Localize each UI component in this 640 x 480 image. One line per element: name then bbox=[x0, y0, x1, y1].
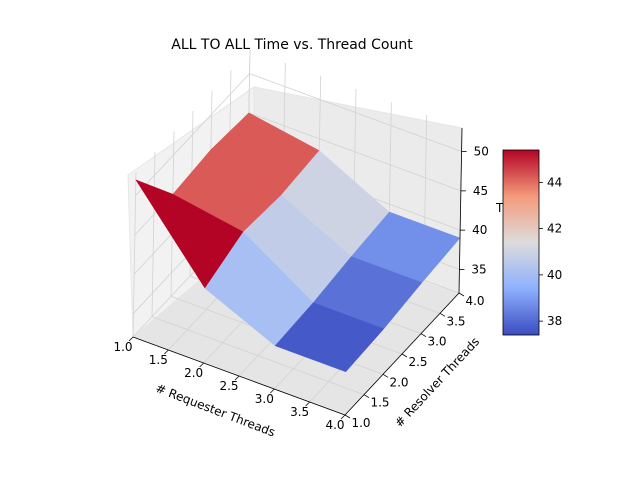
y-tick-label: 1.5 bbox=[370, 396, 389, 410]
z-tick-label: 45 bbox=[473, 184, 488, 198]
z-tick-label: 40 bbox=[472, 223, 487, 237]
x-tick-label: 3.5 bbox=[290, 405, 309, 419]
surface bbox=[135, 112, 461, 373]
y-tick-mark bbox=[344, 414, 351, 419]
colorbar-tick-label: 40 bbox=[547, 268, 562, 282]
chart-title: ALL TO ALL Time vs. Thread Count bbox=[171, 37, 413, 53]
x-tick-label: 4.0 bbox=[325, 418, 344, 432]
x-tick-mark bbox=[270, 388, 275, 394]
x-tick-mark bbox=[128, 336, 134, 342]
y-tick-label: 1.0 bbox=[351, 416, 370, 430]
x-axis-label: # Requester Threads bbox=[154, 381, 278, 440]
z-axis-line bbox=[458, 127, 463, 294]
y-tick-label: 3.5 bbox=[446, 314, 465, 328]
z-grid bbox=[135, 73, 462, 196]
z-tick-label: 50 bbox=[474, 145, 489, 159]
colorbar-tick-label: 38 bbox=[547, 314, 562, 328]
colorbar-tick-label: 42 bbox=[547, 222, 562, 236]
x-tick-label: 2.5 bbox=[219, 379, 238, 393]
y-tick-label: 2.0 bbox=[389, 375, 408, 389]
x-tick-label: 1.0 bbox=[113, 340, 132, 354]
y-tick-mark bbox=[363, 394, 370, 399]
y-tick-mark bbox=[439, 312, 446, 317]
y-tick-mark bbox=[458, 292, 465, 297]
colorbar-tick-label: 44 bbox=[547, 175, 562, 189]
colorbar-ticks: 38 40 42 44 bbox=[539, 175, 562, 328]
z-ticks: 35 40 45 50 bbox=[459, 145, 489, 276]
y-ticks: 1.01.52.02.53.03.54.0 bbox=[344, 292, 485, 430]
x-tick-label: 1.5 bbox=[149, 353, 168, 367]
x-tick-mark bbox=[340, 414, 346, 420]
left-wall-grid bbox=[151, 151, 156, 317]
colorbar: 38 40 42 44 bbox=[502, 149, 562, 336]
x-tick-label: 2.0 bbox=[184, 366, 203, 380]
z-tick-label: 35 bbox=[471, 262, 486, 276]
y-tick-label: 4.0 bbox=[465, 294, 484, 308]
y-tick-label: 2.5 bbox=[408, 355, 427, 369]
z-axis-label: T bbox=[495, 201, 504, 215]
x-tick-mark bbox=[164, 349, 169, 355]
x-ticks: 1.0 1.5 2.0 2.5 3.0 3.5 4.0 bbox=[113, 336, 346, 432]
surface-face bbox=[274, 302, 385, 373]
y-tick-mark bbox=[420, 333, 427, 338]
y-tick-label: 3.0 bbox=[427, 335, 446, 349]
x-tick-label: 3.0 bbox=[255, 392, 274, 406]
y-tick-mark bbox=[382, 373, 389, 378]
x-tick-mark bbox=[234, 375, 240, 381]
x-tick-mark bbox=[305, 401, 310, 407]
y-tick-mark bbox=[401, 353, 408, 358]
x-tick-mark bbox=[199, 362, 204, 368]
colorbar-gradient bbox=[502, 149, 540, 336]
left-wall-grid bbox=[132, 171, 137, 338]
